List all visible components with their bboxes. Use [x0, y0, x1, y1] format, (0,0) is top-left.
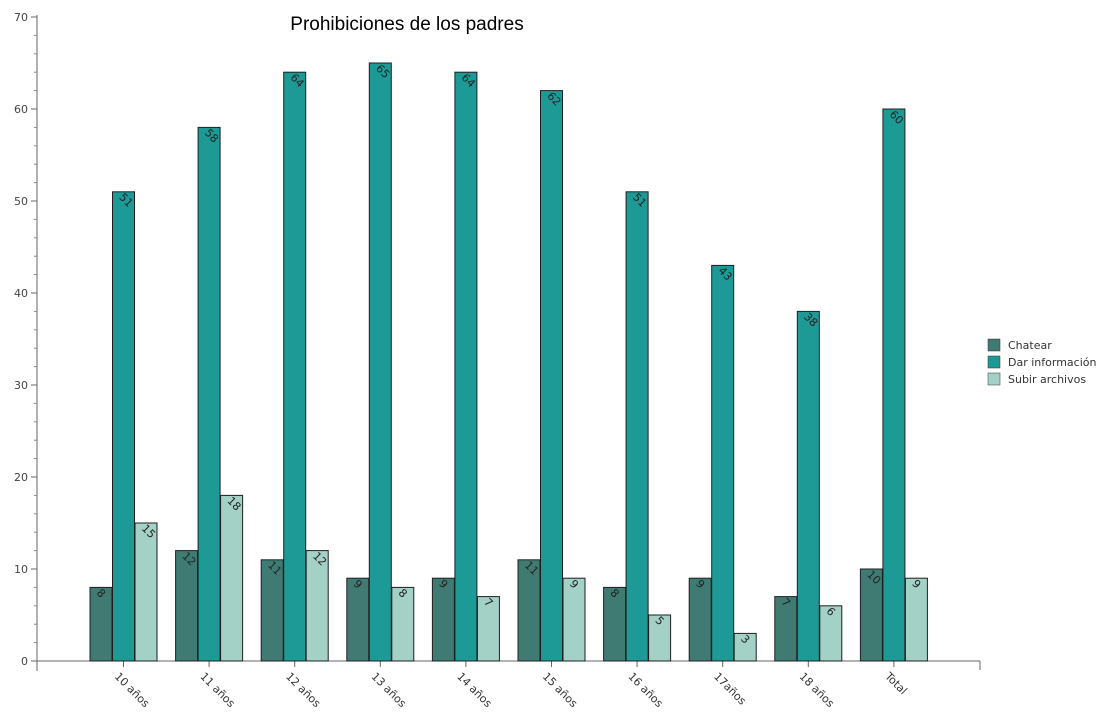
legend-label: Chatear [1008, 339, 1052, 352]
bar-subir-archivos [476, 596, 500, 662]
bar-subir-archivos [134, 522, 158, 662]
bar-subir-archivos [819, 605, 843, 662]
legend-swatch [987, 338, 1001, 352]
legend-label: Subir archivos [1008, 373, 1086, 386]
bar-subir-archivos [220, 494, 244, 662]
bar-chatear [431, 577, 455, 662]
x-tick-label: Total [882, 669, 910, 697]
legend-label: Dar información [1008, 356, 1096, 369]
y-tick-label: 70 [14, 11, 28, 24]
x-tick-label: 17años [711, 670, 749, 708]
x-tick-label: 10 años [112, 670, 152, 710]
bar-dar-información [454, 71, 478, 662]
legend: Chatear Dar información Subir archivos [987, 338, 1096, 386]
y-tick-label: 10 [14, 563, 28, 576]
bars [89, 62, 928, 662]
bar-dar-información [625, 191, 649, 662]
bar-subir-archivos [391, 586, 415, 662]
bar-subir-archivos [648, 614, 672, 662]
y-tick-label: 30 [14, 379, 28, 392]
bar-subir-archivos [904, 577, 928, 662]
bar-dar-información [368, 62, 392, 662]
y-tick-label: 40 [14, 287, 28, 300]
y-tick-label: 60 [14, 103, 28, 116]
x-tick-label: 18 años [797, 670, 837, 710]
chart-title: Prohibiciones de los padres [290, 14, 523, 35]
x-tick-label: 14 años [454, 670, 494, 710]
x-tick-label: 11 años [197, 670, 237, 710]
y-tick-label: 0 [21, 655, 28, 668]
x-tick-label: 15 años [540, 670, 580, 710]
y-tick-label: 50 [14, 195, 28, 208]
bar-dar-información [283, 71, 307, 662]
bar-subir-archivos [733, 632, 757, 662]
bar-chatear [603, 586, 627, 662]
bar-dar-información [112, 191, 135, 662]
x-tick-label: 12 años [283, 670, 323, 710]
bar-dar-información [197, 126, 221, 662]
bar-dar-información [540, 90, 563, 662]
bar-dar-información [796, 310, 820, 662]
legend-swatch [987, 372, 1001, 386]
bar-dar-información [711, 264, 735, 662]
bar-chatear [688, 577, 712, 662]
x-tick-label: 13 años [369, 670, 409, 710]
legend-swatch [987, 355, 1001, 369]
bar-subir-archivos [305, 550, 329, 662]
bar-subir-archivos [562, 577, 586, 662]
x-tick-label: 16 años [625, 670, 665, 710]
bar-chatear [175, 550, 199, 662]
y-tick-label: 20 [14, 471, 28, 484]
bar-chatear [89, 586, 113, 662]
bar-chatear [346, 577, 370, 662]
bar-dar-información [882, 108, 906, 662]
